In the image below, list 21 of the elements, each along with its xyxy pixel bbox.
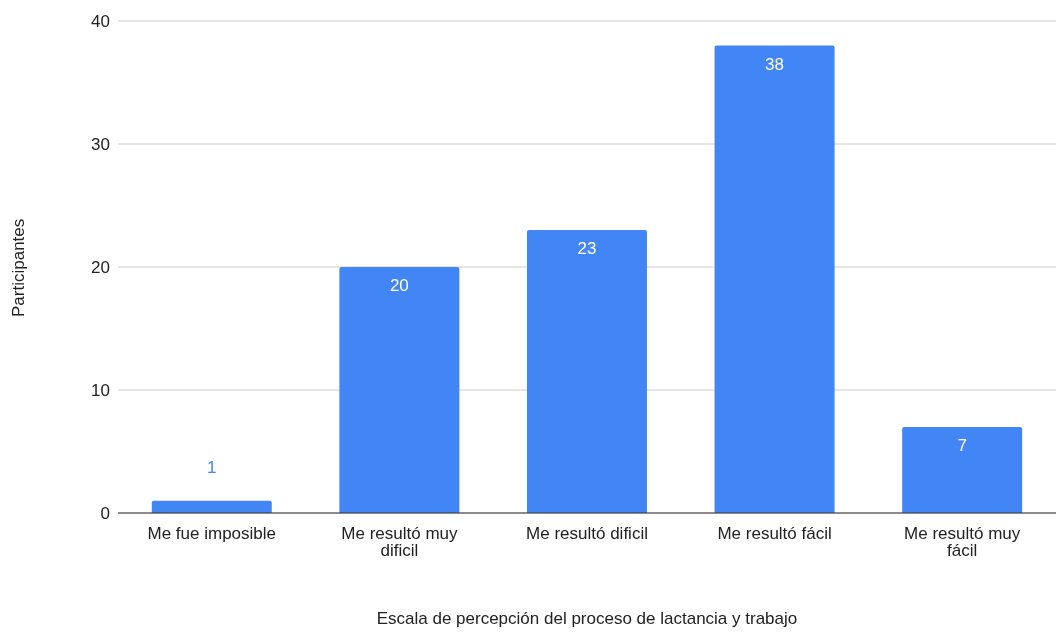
bar xyxy=(339,267,460,513)
y-tick-label: 30 xyxy=(91,135,110,155)
x-axis-title: Escala de percepción del proceso de lactancia y trabajo xyxy=(376,609,798,628)
y-axis-title: Participantes xyxy=(9,218,29,317)
bar xyxy=(714,45,835,513)
bar xyxy=(902,426,1023,513)
data-label: 20 xyxy=(389,276,409,295)
bar xyxy=(526,230,647,513)
y-tick-label: 0 xyxy=(100,504,110,524)
x-tick-label: Me resultó dificil xyxy=(526,524,648,544)
x-tick-label: Me fue imposible xyxy=(147,524,277,544)
data-label: 23 xyxy=(577,239,597,259)
y-tick-label: 20 xyxy=(91,258,110,278)
x-tick-label: Me resultó muy fácil xyxy=(904,524,1021,561)
data-label: 7 xyxy=(957,435,967,455)
y-tick-label: 40 xyxy=(91,12,110,32)
x-tick-label: Me resultó muy dificil xyxy=(341,524,458,561)
y-tick-label: 10 xyxy=(91,381,110,401)
data-label: 38 xyxy=(765,54,785,74)
x-tick-label: Me resultó fácil xyxy=(717,524,832,544)
data-label: 1 xyxy=(207,457,217,477)
